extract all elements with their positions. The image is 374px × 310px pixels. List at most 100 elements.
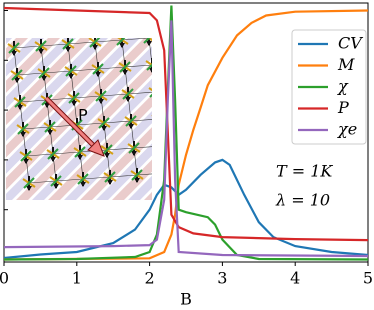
x-tick-label: 2 — [145, 269, 155, 288]
lattice — [28, 180, 57, 184]
spin-head — [47, 130, 53, 135]
lattice — [43, 70, 72, 74]
x-axis-label: B — [180, 290, 192, 309]
spin-g — [47, 148, 59, 160]
lattice — [103, 120, 132, 124]
lattice — [70, 68, 99, 72]
spin-head — [11, 51, 17, 56]
lattice — [19, 99, 48, 103]
lattice — [46, 97, 75, 101]
stripe — [6, 38, 93, 126]
spin-g — [20, 150, 32, 162]
spin-y — [145, 60, 152, 67]
stripe — [6, 38, 45, 77]
spin-g — [35, 40, 47, 52]
spin-g — [146, 63, 152, 71]
spin-g — [65, 65, 77, 77]
polarization-head — [87, 139, 105, 157]
series-line — [3, 6, 369, 242]
legend-box — [291, 29, 367, 145]
lattice — [158, 119, 161, 146]
spin-head — [152, 95, 158, 100]
spin-head — [38, 49, 44, 54]
spin-g — [89, 38, 101, 48]
spin-g — [50, 175, 62, 187]
x-tick-label: 4 — [290, 269, 300, 288]
x-tick-label: 3 — [217, 269, 227, 288]
series-line — [3, 20, 369, 258]
legend-label: CV — [338, 34, 363, 53]
lattice — [121, 38, 150, 41]
stripe — [16, 62, 152, 200]
spin-g — [98, 117, 110, 129]
lattice — [16, 72, 45, 76]
legend-label: χ — [337, 77, 349, 96]
spin-g — [131, 169, 143, 181]
spin-head — [119, 43, 125, 48]
spin-head — [101, 126, 107, 131]
spin-head — [17, 105, 23, 110]
legend-label: P — [337, 98, 349, 117]
spin-g — [125, 115, 137, 127]
spin-g — [77, 173, 89, 185]
stripe — [0, 30, 4, 200]
lattice — [136, 173, 152, 176]
spin-head — [134, 178, 140, 183]
spin-g — [128, 142, 140, 154]
spin-g — [23, 177, 35, 189]
spin-head — [65, 47, 71, 52]
spin-head — [107, 180, 113, 185]
inset-diagram: P — [0, 30, 164, 200]
spin-g — [62, 38, 74, 50]
spin-head — [95, 72, 101, 77]
spin-g — [95, 90, 107, 102]
spin-g — [122, 88, 134, 100]
stripe — [6, 38, 13, 45]
spin-head — [146, 41, 152, 46]
x-tick-label: 1 — [72, 269, 82, 288]
spin-head — [77, 155, 83, 160]
spin-head — [80, 182, 86, 187]
spin-head — [41, 76, 47, 81]
stripe — [96, 143, 152, 200]
spin-head — [128, 124, 134, 129]
spin-y — [148, 87, 152, 92]
lattice — [22, 126, 51, 130]
lattice — [55, 178, 84, 182]
spin-g — [92, 63, 104, 75]
spin-g — [38, 67, 50, 79]
lattice — [133, 146, 152, 149]
stripe — [6, 38, 152, 190]
lattice — [97, 66, 126, 70]
spin-g — [119, 61, 131, 73]
lattice — [94, 39, 123, 43]
annotation: T = 1K — [276, 162, 333, 181]
lattice — [130, 119, 152, 122]
spin-g — [14, 96, 26, 108]
spin-head — [53, 184, 59, 189]
spin-g — [11, 69, 23, 81]
spin-head — [98, 99, 104, 104]
stripe — [128, 175, 152, 200]
stripe — [144, 191, 152, 200]
spin-head — [20, 132, 26, 137]
spin-head — [125, 97, 131, 102]
spin-y — [151, 115, 152, 117]
stripe — [6, 38, 61, 93]
lattice — [155, 92, 158, 119]
x-tick-label: 5 — [363, 269, 373, 288]
stripe — [6, 38, 141, 174]
stripe — [6, 38, 109, 142]
spin-head — [68, 74, 74, 79]
spin-g — [101, 144, 113, 156]
spin-head — [158, 149, 164, 154]
lattice — [106, 147, 135, 151]
lattice — [52, 151, 81, 155]
spin-head — [131, 151, 137, 156]
spin-head — [26, 186, 32, 191]
spin-head — [44, 103, 50, 108]
lattice — [73, 95, 102, 99]
spin-head — [23, 159, 29, 164]
spin-head — [122, 70, 128, 75]
